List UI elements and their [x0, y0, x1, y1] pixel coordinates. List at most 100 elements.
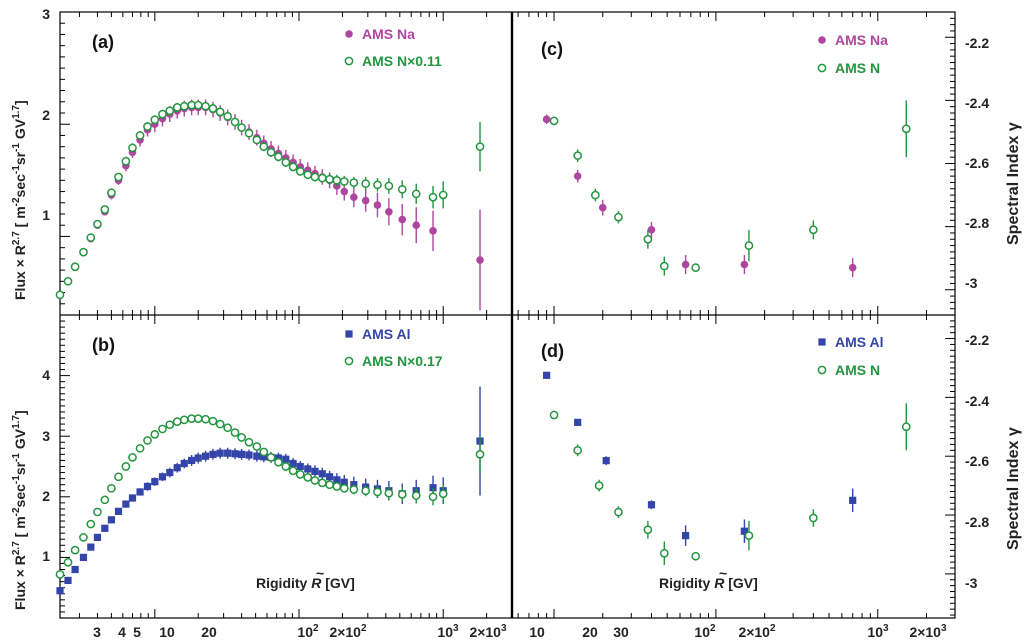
series-b-1: [55, 414, 485, 579]
data-point: [201, 414, 210, 424]
data-point: [274, 457, 283, 467]
legend-marker-n: [344, 356, 354, 366]
data-point: [573, 445, 583, 455]
data-point: [594, 481, 604, 490]
data-point: [476, 256, 484, 264]
data-point: [230, 428, 240, 437]
data-point: [71, 565, 79, 574]
data-point: [114, 507, 123, 515]
data-point: [215, 419, 225, 429]
data-point: [259, 142, 269, 152]
legend-marker: [344, 56, 354, 66]
data-point: [361, 486, 371, 496]
data-point: [281, 158, 291, 167]
legend-c: AMS Na AMS N: [817, 32, 888, 76]
data-point: [289, 459, 297, 468]
legend-b: AMS Al AMS N×0.17: [344, 326, 443, 369]
legend-label-na: AMS Na: [835, 32, 888, 48]
y-tick-label: -3: [965, 275, 978, 291]
data-point: [223, 112, 233, 121]
data-point: [318, 470, 326, 478]
data-point: [143, 482, 152, 491]
x-tick-label: 30: [613, 624, 629, 640]
legend-marker-n: [817, 63, 827, 73]
data-point: [340, 478, 348, 486]
x-tick-label: 4: [118, 624, 126, 640]
data-point: [172, 103, 182, 112]
data-point: [740, 260, 749, 269]
legend-label-al: AMS Al: [362, 326, 410, 342]
data-point: [691, 263, 701, 273]
data-point: [574, 418, 582, 426]
data-point: [317, 478, 327, 488]
data-point: [121, 156, 131, 166]
data-point: [100, 495, 110, 505]
legend-d: AMS Al AMS N: [817, 334, 883, 378]
data-point: [143, 122, 152, 131]
data-point: [326, 473, 334, 481]
data-point: [188, 456, 196, 465]
data-point: [288, 162, 298, 172]
data-point: [373, 201, 382, 209]
data-point: [107, 516, 116, 524]
data-point: [682, 532, 690, 540]
data-point: [64, 576, 72, 585]
data-point: [136, 488, 144, 496]
data-point: [260, 453, 268, 461]
data-point: [107, 483, 116, 493]
legend-label-n: AMS N×0.11: [362, 53, 442, 69]
y-tick-label: -2.2: [965, 332, 989, 348]
data-point: [681, 260, 690, 269]
data-point: [230, 117, 240, 127]
data-point: [475, 450, 485, 459]
y-tick-label: -2.8: [965, 514, 989, 530]
data-point: [740, 527, 749, 535]
data-point: [398, 215, 407, 224]
legend-label-na: AMS Na: [362, 26, 415, 42]
data-point: [647, 501, 656, 509]
data-point: [744, 241, 754, 250]
panel-b-ticks: [60, 314, 513, 619]
data-point: [542, 115, 551, 124]
series-c-1: [549, 100, 911, 276]
data-point: [165, 420, 175, 430]
x-tick-label: 2×103: [469, 623, 507, 640]
data-point: [244, 128, 254, 138]
panel-a-y-tick-labels: 3 2 1: [42, 6, 50, 223]
data-point: [573, 151, 583, 160]
data-point: [238, 450, 246, 458]
legend-marker: [817, 365, 827, 375]
data-point: [647, 225, 656, 234]
data-point: [590, 190, 600, 200]
bottom-x-tick-labels: 3 4 5 10 20 102 2×102 103 2×103 10 20 30…: [93, 623, 947, 640]
x-tick-label: 2×103: [909, 623, 947, 640]
x-tick-label: 5: [133, 624, 141, 640]
data-point: [643, 234, 653, 244]
legend-marker-na: [345, 30, 353, 38]
data-point: [79, 533, 88, 542]
data-point: [349, 178, 359, 187]
data-point: [245, 451, 253, 459]
data-point: [373, 487, 382, 497]
data-point: [93, 533, 102, 542]
data-point: [55, 290, 65, 300]
data-point: [150, 115, 160, 125]
data-point: [107, 188, 116, 198]
y-tick-label: 1: [42, 548, 50, 564]
legend-label-n: AMS N: [835, 362, 880, 378]
data-point: [63, 276, 73, 286]
right-y-tick-labels: -2.2 -2.4 -2.6 -2.8 -3 -2.2 -2.4 -2.6 -2…: [965, 35, 989, 591]
series-b-0: [56, 386, 484, 595]
data-point: [193, 100, 203, 110]
y-tick-label: 1: [42, 207, 50, 223]
data-point: [86, 519, 96, 529]
panel-label-c: (c): [541, 39, 563, 59]
data-point: [281, 462, 291, 471]
data-point: [135, 131, 145, 140]
data-point: [429, 484, 437, 492]
data-point: [244, 437, 254, 447]
data-point: [339, 177, 349, 186]
y-tick-label: 3: [42, 6, 50, 22]
x-tick-label: 103: [867, 623, 889, 640]
